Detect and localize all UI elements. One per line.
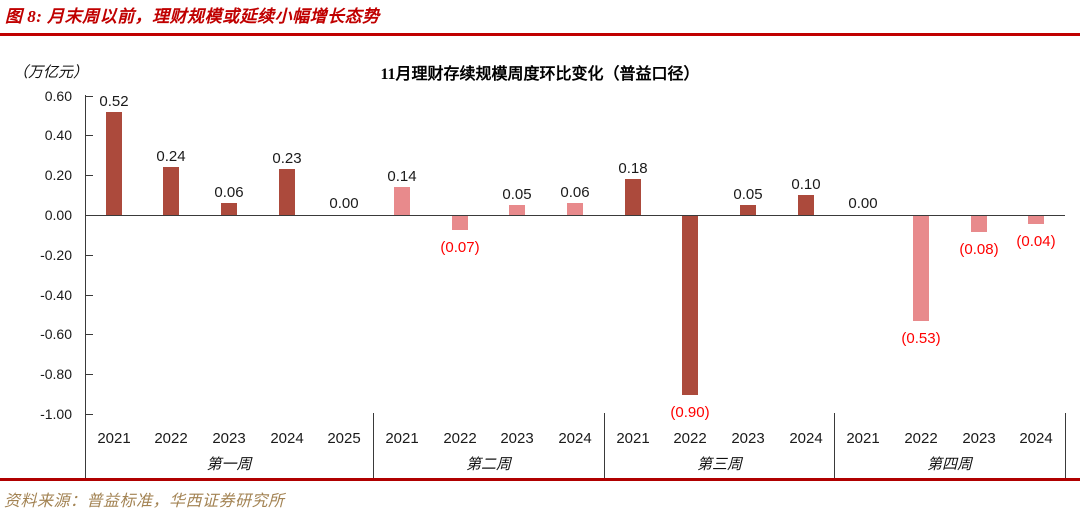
y-tick-mark: [86, 295, 93, 296]
top-divider-rule: [0, 33, 1080, 36]
x-tick-label: 2025: [327, 430, 361, 447]
y-tick-mark: [86, 374, 93, 375]
y-tick-label: 0.60: [44, 88, 72, 104]
y-tick-mark: [86, 334, 93, 335]
x-tick-label: 2024: [270, 430, 304, 447]
bar-value-label: 0.00: [329, 195, 359, 212]
bar: [971, 216, 987, 232]
x-tick-label: 2022: [904, 430, 938, 447]
bar-value-label: 0.10: [791, 176, 821, 193]
group-divider: [373, 413, 374, 478]
bottom-divider-rule: [0, 478, 1080, 481]
y-tick-label: -1.00: [40, 406, 72, 422]
group-label: 第一周: [206, 457, 252, 473]
bar: [452, 216, 468, 230]
group-label: 第三周: [696, 457, 742, 473]
x-tick-label: 2024: [789, 430, 823, 447]
bar-value-label: 0.14: [387, 168, 417, 185]
source-note: 资料来源：普益标准，华西证券研究所: [4, 493, 285, 509]
bar-value-label: 0.00: [848, 195, 878, 212]
group-label: 第二周: [465, 457, 511, 473]
y-tick-mark: [86, 175, 93, 176]
bar: [682, 216, 698, 395]
bar: [163, 167, 179, 215]
y-tick-mark: [86, 96, 93, 97]
bar: [913, 216, 929, 321]
bar-value-label: 0.06: [560, 184, 590, 201]
y-tick-label: -0.40: [40, 287, 72, 303]
bar: [221, 203, 237, 215]
x-tick-label: 2021: [846, 430, 880, 447]
bar-value-label: 0.18: [618, 160, 648, 177]
y-tick-mark: [86, 135, 93, 136]
y-axis-line: [85, 95, 86, 478]
bar: [279, 169, 295, 215]
group-divider: [1065, 413, 1066, 478]
bar-value-label: (0.53): [901, 330, 941, 347]
bar: [509, 205, 525, 215]
figure-caption: 图 8: 月末周以前，理财规模或延续小幅增长态势: [5, 7, 380, 26]
y-tick-label: 0.40: [44, 127, 72, 143]
bar-value-label: (0.08): [959, 241, 999, 258]
bar: [106, 112, 122, 215]
bar-value-label: 0.05: [733, 186, 763, 203]
bar-value-label: (0.90): [670, 404, 710, 421]
y-tick-label: -0.60: [40, 326, 72, 342]
y-tick-mark: [86, 215, 93, 216]
bar-value-label: (0.04): [1016, 233, 1056, 250]
x-tick-label: 2022: [443, 430, 477, 447]
group-divider: [834, 413, 835, 478]
x-tick-label: 2023: [731, 430, 765, 447]
x-tick-label: 2021: [97, 430, 131, 447]
y-tick-label: 0.00: [44, 207, 72, 223]
y-tick-mark: [86, 414, 93, 415]
bar: [798, 195, 814, 215]
chart-title: 11月理财存续规模周度环比变化（普益口径）: [380, 66, 700, 83]
bar: [394, 187, 410, 215]
x-tick-label: 2022: [673, 430, 707, 447]
x-tick-label: 2023: [212, 430, 246, 447]
bar: [1028, 216, 1044, 224]
y-tick-label: -0.80: [40, 366, 72, 382]
y-axis-unit-label: （万亿元）: [13, 65, 89, 81]
bar: [625, 179, 641, 215]
x-tick-label: 2023: [962, 430, 996, 447]
x-tick-label: 2024: [558, 430, 592, 447]
x-tick-label: 2021: [385, 430, 419, 447]
bar-value-label: (0.07): [440, 239, 480, 256]
group-label: 第四周: [926, 457, 972, 473]
x-tick-label: 2022: [154, 430, 188, 447]
bar: [567, 203, 583, 215]
bar-value-label: 0.05: [502, 186, 532, 203]
y-tick-label: -0.20: [40, 247, 72, 263]
bar-value-label: 0.23: [272, 150, 302, 167]
zero-line: [85, 215, 1065, 216]
y-tick-mark: [86, 255, 93, 256]
bar-value-label: 0.52: [99, 93, 129, 110]
group-divider: [604, 413, 605, 478]
bar: [740, 205, 756, 215]
y-tick-label: 0.20: [44, 167, 72, 183]
bar-value-label: 0.24: [156, 148, 186, 165]
x-tick-label: 2024: [1019, 430, 1053, 447]
bar-value-label: 0.06: [214, 184, 244, 201]
x-tick-label: 2021: [616, 430, 650, 447]
x-tick-label: 2023: [500, 430, 534, 447]
